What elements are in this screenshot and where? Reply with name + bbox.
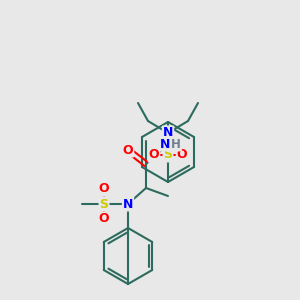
Text: O: O xyxy=(99,212,109,226)
Text: N: N xyxy=(123,197,133,211)
Text: S: S xyxy=(100,197,109,211)
Text: O: O xyxy=(123,143,133,157)
Text: O: O xyxy=(149,148,159,161)
Text: O: O xyxy=(177,148,187,161)
Text: N: N xyxy=(163,127,173,140)
Text: N: N xyxy=(160,137,170,151)
Text: S: S xyxy=(164,148,172,161)
Text: O: O xyxy=(99,182,109,196)
Text: H: H xyxy=(171,137,181,151)
